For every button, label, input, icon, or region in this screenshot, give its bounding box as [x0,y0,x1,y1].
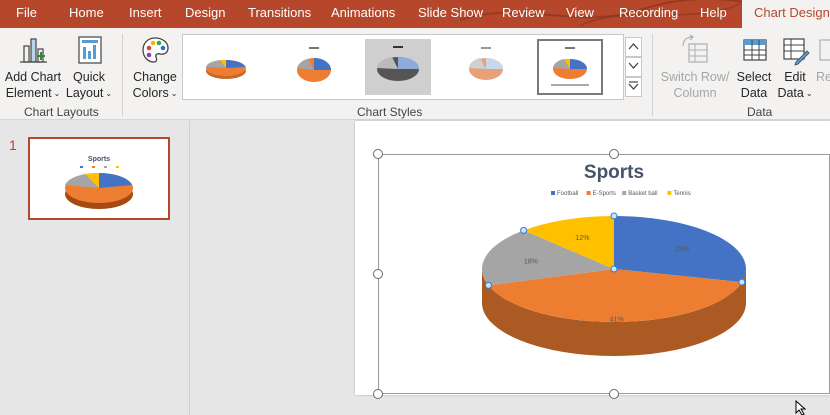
tab-recording[interactable]: Recording [619,5,679,20]
quick-layout-button[interactable]: Quick Layout ⌄ [64,34,114,102]
chart-style-3[interactable] [365,39,431,95]
switch-row-label-2: Column [673,86,717,100]
chart-styles-gallery [182,34,624,100]
tab-animations[interactable]: Animations [331,5,396,20]
ribbon-separator [122,34,123,116]
ribbon-tab-bar: File Home Insert Design Transitions Anim… [0,0,830,28]
quick-layout-label-1: Quick [73,70,105,84]
tab-design[interactable]: Design [185,5,226,20]
edit-data-button[interactable]: Edit Data ⌄ [776,34,814,102]
ribbon: Add Chart Element ⌄ Quick Layout ⌄ Chart L… [0,28,830,120]
resize-handle-top-left[interactable] [373,149,383,159]
thumbnail-chart-title: Sports [88,156,110,163]
chart-style-1[interactable] [193,39,259,95]
resize-handle-top[interactable] [609,149,619,159]
tab-home[interactable]: Home [69,5,104,20]
thumbnail-chart: Sports [65,156,133,209]
mouse-pointer-icon [795,400,807,415]
select-data-label-2: Data [740,86,768,100]
tab-insert[interactable]: Insert [129,5,162,20]
slide-number: 1 [9,137,17,153]
pie-thumb-icon [469,47,503,80]
add-chart-label-2: Element [5,86,52,100]
edit-data-label-2: Data [777,86,804,100]
add-chart-element-icon [20,38,47,63]
gallery-scroll-down[interactable] [625,57,642,77]
change-colors-button[interactable]: Change Colors ⌄ [128,34,182,102]
tab-review[interactable]: Review [502,5,545,20]
change-colors-label-1: Change [133,70,177,84]
chevron-down-icon: ⌄ [170,88,178,98]
add-chart-label-1: Add Chart [4,70,62,84]
tab-view[interactable]: View [566,5,594,20]
refresh-data-button[interactable]: Re [816,34,830,85]
group-label-chart-styles: Chart Styles [357,105,423,119]
chart-style-2[interactable] [281,39,347,95]
gallery-scroll-up[interactable] [625,37,642,57]
quick-layout-icon [78,36,102,64]
palette-icon [142,37,169,63]
chart-selection-frame[interactable] [378,154,830,394]
select-data-button[interactable]: Select Data [734,34,774,101]
resize-handle-left[interactable] [373,269,383,279]
switch-row-column-button[interactable]: Switch Row/ Column [660,34,730,101]
group-label-chart-layouts: Chart Layouts [24,105,99,119]
pie-thumb-icon [551,47,589,86]
pie-thumb-icon [206,59,246,79]
chevron-down-icon: ⌄ [805,88,813,98]
group-label-data: Data [747,105,773,119]
more-icon [628,81,639,90]
refresh-data-label: Re [816,70,830,84]
chevron-down-icon [628,62,639,69]
chevron-down-icon: ⌄ [105,88,113,98]
pie-thumb-icon [377,46,419,81]
edit-data-label-1: Edit [784,70,806,84]
slide-thumbnail-1[interactable]: Sports [28,137,170,220]
switch-row-column-icon [682,34,708,63]
tab-file[interactable]: File [16,5,37,20]
select-data-label-1: Select [736,70,772,84]
tab-transitions[interactable]: Transitions [248,5,312,20]
ribbon-separator [652,34,653,116]
select-data-icon [743,39,767,61]
add-chart-element-button[interactable]: Add Chart Element ⌄ [4,34,62,102]
change-colors-label-2: Colors [132,86,169,100]
tab-chart-design[interactable]: Chart Design [742,0,830,28]
edit-data-icon [783,38,810,66]
switch-row-label-1: Switch Row/ [660,70,730,84]
chevron-down-icon: ⌄ [53,88,61,98]
refresh-data-icon [819,39,830,61]
resize-handle-bottom-left[interactable] [373,389,383,399]
tab-slide-show[interactable]: Slide Show [418,5,484,20]
resize-handle-bottom[interactable] [609,389,619,399]
chart-style-5-selected[interactable] [537,39,603,95]
quick-layout-label-2: Layout [65,86,104,100]
thumbnail-legend [80,166,119,168]
gallery-more-button[interactable] [625,77,642,97]
chart-style-4[interactable] [453,39,519,95]
chevron-up-icon [628,43,639,50]
tab-help[interactable]: Help [700,5,727,20]
pie-thumb-icon [297,47,331,82]
